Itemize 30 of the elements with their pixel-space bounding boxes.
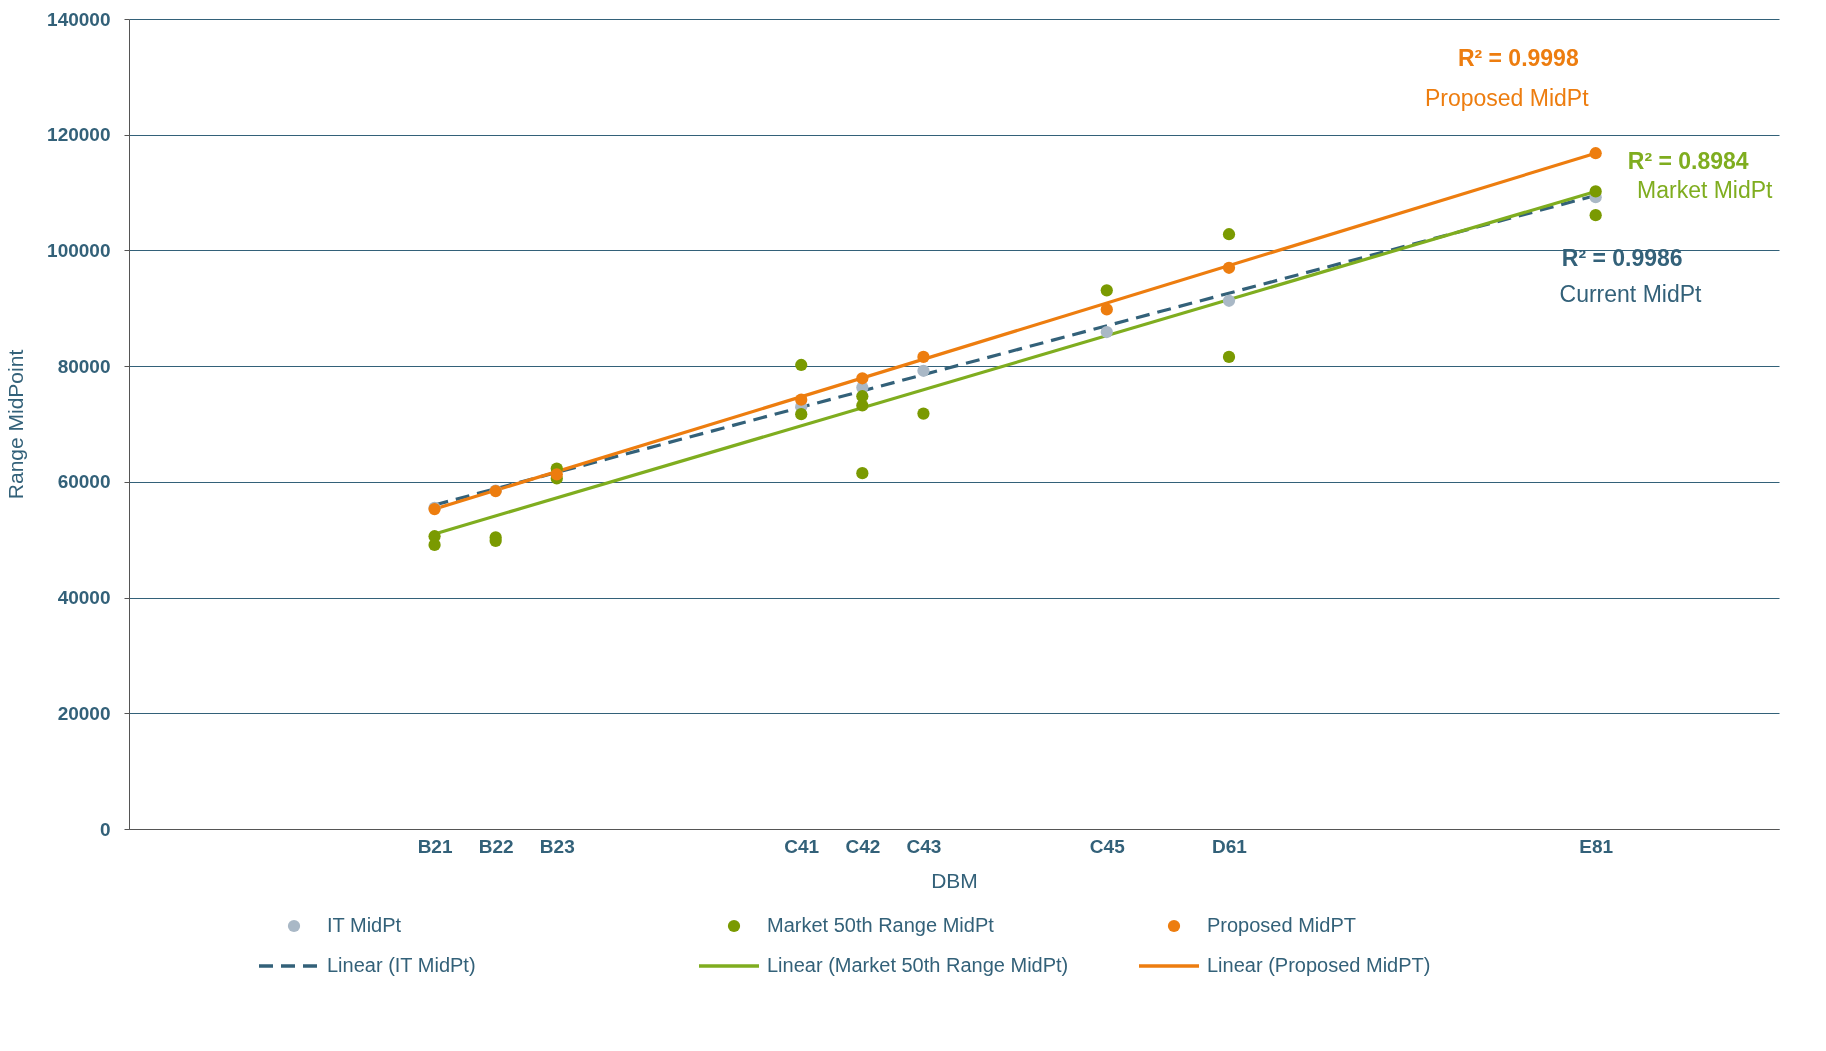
- x-tick-label: D61: [1212, 835, 1248, 857]
- annotation: Market MidPt: [1637, 177, 1774, 203]
- y-tick-label: 120000: [47, 124, 111, 146]
- legend-label: Linear (IT MidPt): [327, 954, 476, 976]
- x-tick-label: B22: [478, 835, 514, 857]
- x-tick-label: B21: [417, 835, 453, 857]
- y-axis-title: Range MidPoint: [4, 349, 28, 500]
- y-tick-label: 40000: [57, 587, 111, 609]
- y-tick-label: 80000: [57, 355, 111, 377]
- legend-label: Linear (Proposed MidPT): [1207, 954, 1431, 976]
- annotation: R² = 0.8984: [1627, 148, 1749, 174]
- x-axis-title: DBM: [931, 868, 978, 892]
- x-tick-label: B23: [539, 835, 575, 857]
- y-tick-label: 140000: [47, 8, 111, 30]
- annotation: Current MidPt: [1559, 281, 1703, 307]
- x-tick-label: C42: [845, 835, 881, 857]
- legend-label: Proposed MidPT: [1207, 914, 1356, 936]
- legend-label: Linear (Market 50th Range MidPt): [767, 954, 1069, 976]
- x-tick-label: C41: [784, 835, 820, 857]
- annotation: Proposed MidPt: [1424, 85, 1590, 111]
- legend-label: IT MidPt: [327, 914, 402, 936]
- y-tick-label: 0: [99, 818, 111, 840]
- y-tick-label: 100000: [47, 239, 111, 261]
- x-tick-label: C43: [906, 835, 942, 857]
- legend-label: Market 50th Range MidPt: [767, 914, 995, 936]
- y-tick-label: 60000: [57, 471, 111, 493]
- x-tick-label: E81: [1579, 835, 1614, 857]
- x-tick-label: C45: [1089, 835, 1126, 857]
- annotation: R² = 0.9998: [1457, 45, 1579, 71]
- y-tick-label: 20000: [57, 702, 111, 724]
